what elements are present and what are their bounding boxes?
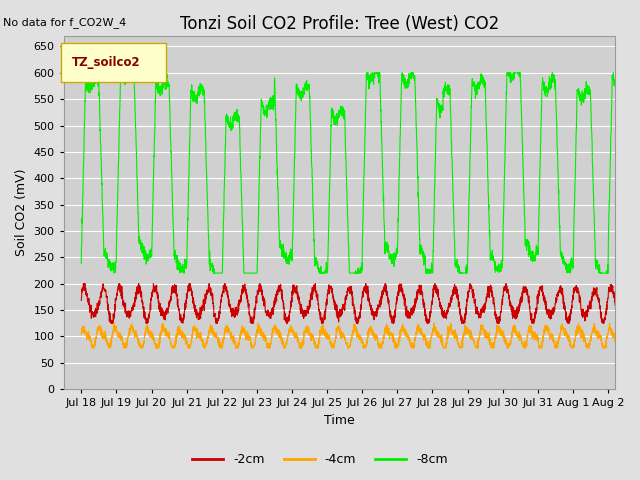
X-axis label: Time: Time [324,414,355,427]
Text: TZ_soilco2: TZ_soilco2 [72,56,141,69]
Legend: -2cm, -4cm, -8cm: -2cm, -4cm, -8cm [187,448,453,471]
FancyBboxPatch shape [61,43,166,82]
Title: Tonzi Soil CO2 Profile: Tree (West) CO2: Tonzi Soil CO2 Profile: Tree (West) CO2 [180,15,499,33]
Y-axis label: Soil CO2 (mV): Soil CO2 (mV) [15,169,28,256]
Text: No data for f_CO2W_4: No data for f_CO2W_4 [3,17,127,28]
